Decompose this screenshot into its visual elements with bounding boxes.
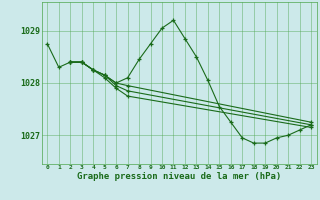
X-axis label: Graphe pression niveau de la mer (hPa): Graphe pression niveau de la mer (hPa) xyxy=(77,172,281,181)
